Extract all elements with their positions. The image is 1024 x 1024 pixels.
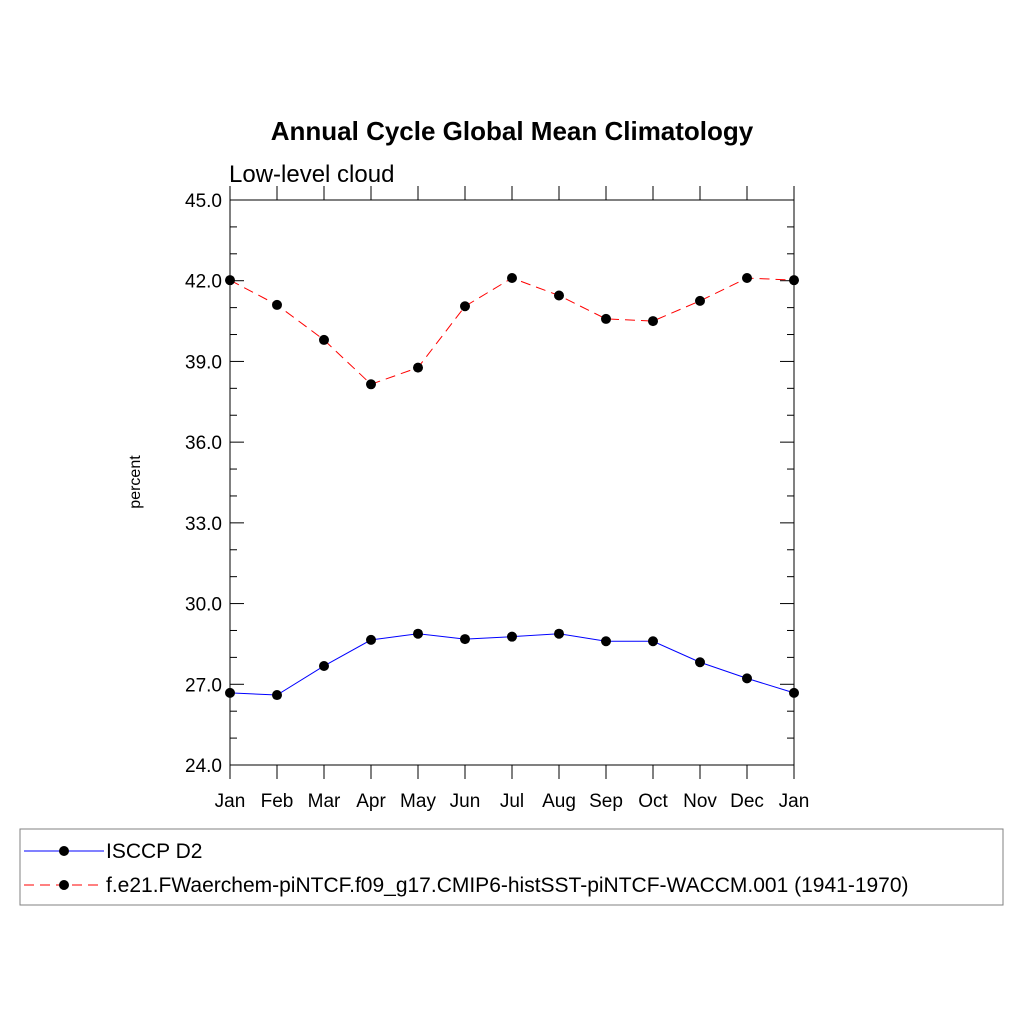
legend-item: f.e21.FWaerchem-piNTCF.f09_g17.CMIP6-his… <box>24 874 909 897</box>
x-tick-label: Jun <box>450 791 481 812</box>
y-axis: 24.0 27.0 30.0 33.0 36.0 39.0 42.0 45.0 <box>185 191 794 777</box>
data-point <box>366 379 376 390</box>
x-tick-label: Oct <box>638 791 668 812</box>
legend-marker <box>59 846 69 856</box>
x-tick-label: Sep <box>589 791 623 812</box>
y-tick-label: 27.0 <box>185 675 222 696</box>
data-point <box>789 687 799 698</box>
data-point <box>413 628 423 639</box>
legend-marker <box>59 880 69 890</box>
legend: ISCCP D2 f.e21.FWaerchem-piNTCF.f09_g17.C… <box>19 828 1004 906</box>
data-point <box>554 290 564 301</box>
data-point <box>789 275 799 286</box>
data-point <box>460 301 470 312</box>
series-line <box>229 277 795 385</box>
chart-title: Annual Cycle Global Mean Climatology <box>271 116 754 146</box>
data-point <box>413 362 423 373</box>
data-point <box>648 636 658 647</box>
x-tick-label: Dec <box>730 791 764 812</box>
legend-item: ISCCP D2 <box>24 840 202 863</box>
data-point <box>272 299 282 310</box>
data-point <box>225 687 235 698</box>
y-tick-label: 39.0 <box>185 352 222 373</box>
series-line <box>229 633 795 696</box>
y-tick-label: 33.0 <box>185 514 222 535</box>
chart-subtitle: Low-level cloud <box>229 161 394 188</box>
data-point <box>601 313 611 324</box>
x-tick-label: Feb <box>261 791 294 812</box>
data-point <box>507 631 517 642</box>
x-tick-label: Mar <box>308 791 341 812</box>
series-2 <box>225 273 799 390</box>
x-tick-label: Nov <box>683 791 717 812</box>
x-tick-label: Aug <box>542 791 576 812</box>
legend-box <box>19 828 1004 906</box>
data-point <box>601 636 611 647</box>
data-point <box>225 275 235 286</box>
x-tick-label: Jul <box>500 791 524 812</box>
x-tick-label: Jan <box>215 791 246 812</box>
x-tick-label: May <box>400 791 436 812</box>
y-tick-label: 42.0 <box>185 272 222 293</box>
data-point <box>460 634 470 645</box>
data-point <box>742 273 752 284</box>
y-tick-label: 36.0 <box>185 433 222 454</box>
data-point <box>554 628 564 639</box>
data-point <box>695 657 705 668</box>
y-tick-label: 30.0 <box>185 595 222 616</box>
series-layer <box>225 273 799 701</box>
y-tick-label: 24.0 <box>185 756 222 777</box>
legend-label: f.e21.FWaerchem-piNTCF.f09_g17.CMIP6-his… <box>106 874 909 897</box>
x-axis: Jan Feb Mar Apr May Jun Jul Aug Sep Oct Nov Dec Jan <box>215 186 810 812</box>
x-tick-label: Jan <box>779 791 810 812</box>
data-point <box>319 660 329 671</box>
data-point <box>366 634 376 645</box>
data-point <box>272 690 282 701</box>
legend-label: ISCCP D2 <box>106 840 202 863</box>
y-axis-label: percent <box>127 455 144 509</box>
data-point <box>319 334 329 345</box>
plot-border <box>229 199 795 766</box>
x-tick-label: Apr <box>356 791 386 812</box>
plot-frame <box>229 199 795 766</box>
data-point <box>742 673 752 684</box>
data-point <box>648 316 658 327</box>
series-1 <box>225 628 799 701</box>
y-tick-label: 45.0 <box>185 191 222 212</box>
data-point <box>695 295 705 306</box>
data-point <box>507 273 517 284</box>
